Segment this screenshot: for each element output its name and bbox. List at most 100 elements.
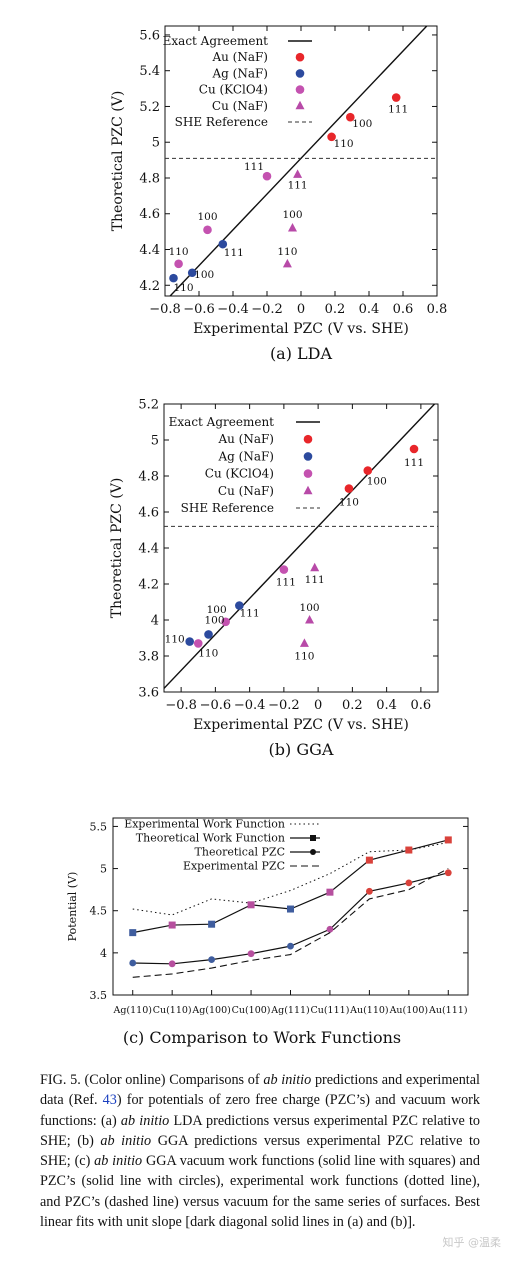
y-tick-label: 4.4 — [138, 542, 159, 557]
point-label: 111 — [224, 247, 244, 259]
y-tick-label: 4.6 — [138, 506, 159, 521]
legend-marker — [310, 849, 316, 855]
x-tick-label: 0.2 — [325, 302, 346, 317]
data-point — [235, 601, 244, 610]
data-point — [287, 942, 294, 950]
data-point — [405, 879, 413, 887]
data-point — [310, 562, 320, 572]
data-point — [287, 905, 294, 913]
legend-label: Au (NaF) — [211, 50, 268, 64]
legend-marker — [295, 100, 305, 110]
legend-label: Experimental PZC — [183, 860, 285, 873]
exact-agreement-line — [164, 404, 436, 690]
legend-marker — [295, 52, 305, 62]
data-point — [193, 639, 203, 648]
x-tick-label: 0 — [297, 302, 305, 317]
data-point — [247, 950, 255, 958]
series-line — [132, 868, 449, 978]
y-axis-label: Theoretical PZC (V) — [110, 91, 126, 232]
legend-marker — [295, 69, 305, 78]
data-point — [208, 956, 216, 963]
x-tick-label: Au(111) — [428, 1005, 468, 1016]
x-tick-label: Ag(100) — [191, 1005, 231, 1016]
data-point — [405, 846, 413, 854]
x-tick-label: 0.8 — [427, 302, 448, 317]
legend-label: Ag (NaF) — [217, 449, 274, 463]
point-label: 110 — [334, 138, 354, 150]
point-label: 100 — [367, 476, 387, 488]
y-tick-label: 5 — [152, 136, 160, 151]
x-tick-label: −0.2 — [268, 698, 300, 713]
legend-marker — [295, 85, 305, 94]
x-tick-label: −0.2 — [251, 302, 283, 317]
plot-area — [165, 26, 437, 296]
data-point — [363, 466, 373, 475]
series-line — [132, 872, 449, 965]
point-label: 111 — [244, 161, 264, 173]
data-point — [247, 901, 255, 909]
x-axis-label: Experimental PZC (V vs. SHE) — [193, 321, 409, 337]
x-axis-label: Experimental PZC (V vs. SHE) — [193, 717, 409, 733]
legend-label: Theoretical PZC — [195, 846, 285, 859]
legend-label: Cu (KClO4) — [199, 83, 268, 97]
y-tick-label: 5 — [100, 863, 107, 876]
x-tick-label: −0.6 — [183, 302, 215, 317]
legend-label: Cu (NaF) — [212, 99, 268, 113]
x-tick-label: −0.4 — [234, 698, 266, 713]
data-point — [344, 484, 354, 493]
chart-sublabel: (a) LDA — [270, 344, 333, 363]
legend-label: SHE Reference — [181, 501, 274, 515]
y-tick-label: 5.5 — [90, 820, 108, 833]
y-tick-label: 4.8 — [138, 470, 159, 485]
data-point — [203, 225, 212, 235]
legend-marker — [303, 434, 313, 444]
y-tick-label: 4 — [100, 947, 107, 960]
data-point — [129, 929, 137, 937]
point-label: 110 — [173, 282, 193, 294]
y-tick-label: 5.4 — [139, 64, 160, 79]
x-tick-label: 0.4 — [359, 302, 380, 317]
data-point — [129, 959, 137, 967]
data-point — [409, 444, 419, 454]
series-line — [132, 839, 449, 934]
data-point — [174, 259, 183, 269]
data-point — [221, 617, 230, 627]
legend-marker — [303, 469, 313, 478]
plot-frame — [164, 25, 438, 297]
data-point — [444, 836, 452, 844]
point-label: 100 — [197, 211, 217, 223]
chart-sublabel: (b) GGA — [269, 740, 334, 759]
point-label: 111 — [276, 577, 296, 589]
x-tick-label: 0.4 — [376, 698, 397, 713]
figure-caption: FIG. 5. (Color online) Comparisons of ab… — [40, 1072, 480, 1231]
x-tick-label: Au(110) — [349, 1005, 389, 1016]
data-point — [168, 960, 176, 968]
x-tick-label: −0.8 — [165, 698, 197, 713]
reference-link[interactable]: 43 — [102, 1092, 117, 1109]
point-label: 110 — [198, 647, 218, 659]
annotation-label: 111 — [240, 607, 260, 619]
x-tick-label: 0 — [314, 698, 322, 713]
series-line — [132, 841, 449, 916]
x-tick-label: −0.8 — [149, 302, 181, 317]
x-tick-label: Au(100) — [389, 1005, 429, 1016]
point-label: 111 — [305, 574, 325, 586]
data-point — [208, 920, 216, 928]
y-tick-label: 4.8 — [139, 171, 160, 186]
watermark: 知乎 @温柔 — [442, 1236, 502, 1249]
point-label: 100 — [352, 118, 372, 130]
y-tick-label: 4.2 — [138, 578, 159, 593]
legend-label: Cu (NaF) — [218, 484, 274, 498]
y-tick-label: 5.2 — [139, 100, 160, 115]
point-label: 100 — [300, 602, 320, 614]
legend-label: Ag (NaF) — [211, 66, 268, 80]
data-point — [262, 171, 272, 181]
data-point — [346, 112, 355, 122]
y-tick-label: 5 — [151, 434, 159, 449]
data-point — [391, 93, 401, 102]
chart-c-work-functions: 3.544.555.5Ag(110) Cu(110) Ag(100) Cu(100) A… — [66, 817, 469, 1047]
x-tick-label: Cu(110) — [153, 1005, 192, 1016]
y-tick-label: 3.5 — [90, 989, 108, 1002]
point-label: 111 — [404, 457, 424, 469]
point-label: 110 — [339, 497, 359, 509]
